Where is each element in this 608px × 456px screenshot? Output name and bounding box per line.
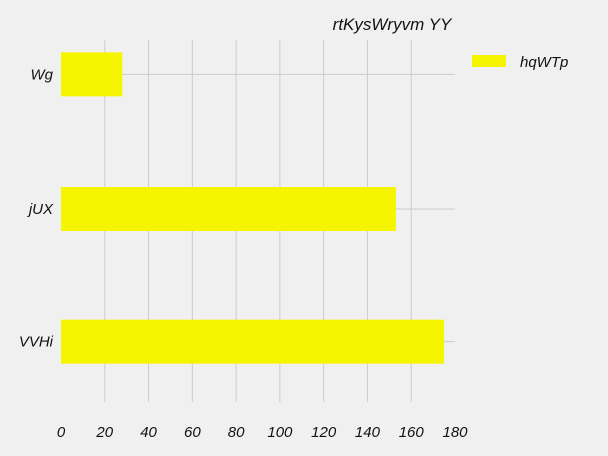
x-tick-label: 160	[399, 424, 425, 441]
x-tick-label: 20	[95, 424, 113, 441]
bars	[61, 52, 445, 364]
y-axis-ticks: Wg jUX VVHi	[19, 66, 54, 350]
x-axis-ticks: 0 20 40 60 80 100 120 140 160 180	[57, 424, 468, 441]
x-tick-label: 140	[355, 424, 381, 441]
legend: hqWTp	[472, 54, 568, 71]
bar	[61, 319, 445, 364]
x-tick-label: 60	[184, 424, 201, 441]
y-tick-label: jUX	[27, 201, 54, 218]
legend-swatch	[472, 55, 506, 67]
bar	[61, 187, 396, 231]
x-tick-label: 80	[228, 424, 245, 441]
chart-title: rtKysWryvm YY	[333, 15, 453, 34]
x-tick-label: 120	[311, 424, 337, 441]
x-tick-label: 100	[267, 424, 293, 441]
legend-label: hqWTp	[520, 54, 568, 71]
bar	[61, 52, 123, 97]
x-tick-label: 40	[140, 424, 157, 441]
x-tick-label: 180	[442, 424, 468, 441]
y-tick-label: Wg	[31, 66, 54, 83]
y-tick-label: VVHi	[19, 334, 54, 351]
x-tick-label: 0	[57, 424, 66, 441]
